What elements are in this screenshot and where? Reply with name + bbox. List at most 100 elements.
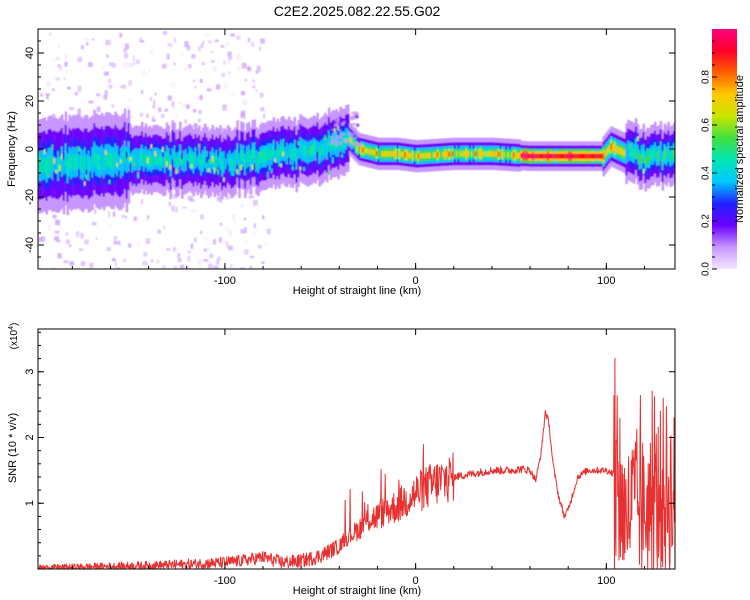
heatmap-cell [261, 261, 265, 264]
heatmap-cell [216, 258, 220, 265]
heatmap-cell [280, 145, 283, 156]
heatmap-cell [659, 146, 663, 157]
heatmap-cell [241, 62, 247, 69]
heatmap-cell [108, 62, 114, 66]
heatmap-cell [263, 151, 266, 162]
heatmap-cell [330, 117, 334, 121]
heatmap-cell [343, 137, 346, 148]
heatmap-cell [451, 151, 455, 157]
heatmap-cell [463, 151, 466, 157]
heatmap-cell [78, 248, 84, 251]
heatmap-cell [306, 147, 310, 159]
heatmap-cell [128, 80, 132, 86]
heatmap-cell [213, 239, 216, 245]
heatmap-cell [415, 153, 419, 159]
heatmap-cell [636, 149, 640, 160]
heatmap-cell [274, 150, 278, 161]
heatmap-cell [646, 153, 649, 163]
heatmap-cell [121, 153, 125, 169]
heatmap-cell [141, 89, 144, 95]
x-tick-label: 100 [597, 275, 615, 287]
heatmap-cell [518, 152, 522, 159]
heatmap-cell [535, 153, 539, 159]
heatmap-cell [123, 48, 128, 53]
heatmap-cell [289, 148, 293, 159]
heatmap-cell [211, 155, 216, 162]
heatmap-cell [135, 153, 138, 165]
heatmap-cell [465, 151, 468, 157]
heatmap-cell [47, 155, 51, 171]
heatmap-cell [200, 214, 204, 220]
heatmap-cell [100, 152, 104, 168]
heatmap-cell [226, 153, 230, 165]
heatmap-cell [223, 60, 226, 65]
heatmap-cell [199, 95, 203, 100]
heatmap-cell [287, 144, 291, 156]
heatmap-cell [648, 153, 651, 163]
heatmap-cell [69, 108, 74, 112]
heatmap-cell [142, 261, 148, 266]
heatmap-cell [314, 141, 318, 145]
heatmap-cell [257, 118, 262, 125]
heatmap-cell [242, 150, 245, 162]
heatmap-cell [95, 152, 98, 168]
heatmap-cell [381, 151, 384, 157]
heatmap-cell [396, 151, 400, 157]
heatmap-cell [212, 66, 217, 72]
heatmap-cell [221, 72, 226, 78]
heatmap-cell [570, 153, 573, 159]
heatmap-cell [497, 151, 501, 157]
heatmap-cell [236, 35, 241, 40]
heatmap-cell [220, 45, 225, 48]
heatmap-cell [484, 151, 487, 157]
heatmap-cell [162, 157, 165, 168]
heatmap-cell [291, 149, 295, 160]
heatmap-cell [108, 78, 111, 83]
heatmap-cell [526, 153, 529, 159]
heatmap-cell [208, 40, 212, 44]
heatmap-cell [549, 153, 552, 159]
heatmap-cell [150, 156, 154, 167]
heatmap-cell [385, 151, 388, 157]
heatmap-cell [139, 153, 142, 165]
heatmap-cell [427, 152, 430, 159]
heatmap-cell [152, 153, 155, 165]
heatmap-cell [330, 112, 333, 116]
heatmap-cell [352, 122, 356, 126]
heatmap-cell [669, 158, 674, 164]
heatmap-cell [77, 234, 80, 238]
heatmap-cell [606, 148, 609, 155]
heatmap-cell [336, 127, 340, 131]
heatmap-cell [52, 214, 57, 219]
heatmap-cell [243, 249, 249, 255]
heatmap-cell [198, 110, 202, 114]
heatmap-cell [608, 145, 611, 153]
heatmap-cell [112, 154, 115, 170]
heatmap-cell [411, 153, 415, 159]
heatmap-cell [413, 153, 417, 159]
heatmap-cell [87, 158, 91, 174]
heatmap-cell [318, 147, 321, 159]
heatmap-cell [547, 153, 550, 159]
heatmap-cell [54, 236, 59, 241]
heatmap-cell [45, 159, 49, 175]
heatmap-cell [640, 154, 644, 164]
heatmap-cell [245, 151, 249, 163]
heatmap-cell [217, 156, 220, 168]
heatmap-cell [404, 152, 407, 158]
heatmap-cell [93, 149, 96, 165]
heatmap-cell [501, 151, 504, 157]
heatmap-cell [118, 155, 121, 171]
heatmap-cell [190, 154, 194, 165]
heatmap-cell [339, 141, 342, 145]
heatmap-cell [434, 152, 438, 158]
heatmap-cell [241, 114, 244, 117]
heatmap-cell [423, 153, 426, 159]
y-tick-label: 2 [24, 434, 36, 440]
heatmap-cell [106, 54, 109, 58]
heatmap-cell [432, 152, 436, 158]
heatmap-cell [615, 146, 619, 153]
heatmap-cell [600, 153, 604, 159]
heatmap-cell [259, 92, 264, 98]
heatmap-cell [266, 228, 271, 235]
